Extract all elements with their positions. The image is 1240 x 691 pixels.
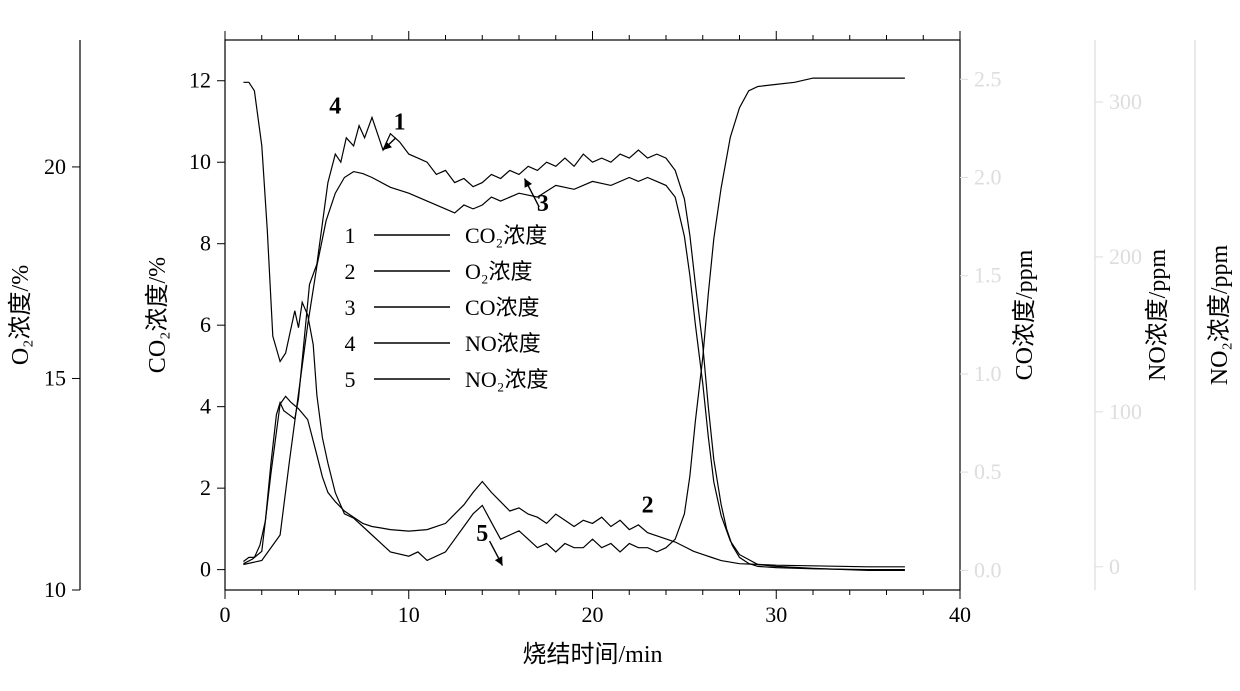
annotation-arrow (490, 541, 503, 565)
annotation-arrow (383, 138, 396, 150)
series-annotation: 3 (537, 191, 549, 217)
series-annotation: 2 (642, 493, 654, 519)
legend-label: NO₂浓度 (465, 367, 548, 392)
x-axis-label: 烧结时间/min (522, 641, 662, 668)
o2-tick-label: 20 (44, 154, 66, 179)
plot-frame (225, 40, 960, 590)
x-tick-label: 0 (220, 602, 231, 627)
no-tick-label: 300 (1109, 89, 1142, 114)
co2-tick-label: 4 (200, 394, 211, 419)
series-annotation: 1 (394, 110, 406, 136)
legend-label: O₂浓度 (465, 259, 533, 284)
no-tick-label: 0 (1109, 554, 1120, 579)
x-tick-label: 30 (765, 602, 787, 627)
series-co2 (243, 117, 905, 569)
legend-number: 3 (345, 295, 356, 320)
legend-number: 5 (345, 367, 356, 392)
co-tick-label: 1.5 (974, 263, 1002, 288)
co2-tick-label: 0 (200, 557, 211, 582)
co2-tick-label: 6 (200, 312, 211, 337)
series-annotation: 5 (476, 521, 488, 547)
series-o2 (243, 78, 905, 560)
legend-label: CO₂浓度 (465, 223, 547, 248)
co-tick-label: 1.0 (974, 361, 1002, 386)
co2-axis-label: CO₂浓度/% (144, 257, 171, 373)
legend-label: CO浓度 (465, 295, 540, 320)
no2-axis-label: NO₂浓度/ppm (1206, 244, 1233, 385)
no-axis-label: NO浓度/ppm (1144, 249, 1171, 381)
no-tick-label: 200 (1109, 244, 1142, 269)
o2-axis-label: O₂浓度/% (7, 265, 34, 365)
o2-tick-label: 10 (44, 577, 66, 602)
co2-tick-label: 8 (200, 231, 211, 256)
no-tick-label: 100 (1109, 399, 1142, 424)
legend-number: 1 (345, 223, 356, 248)
co-tick-label: 0.5 (974, 459, 1002, 484)
x-tick-label: 40 (949, 602, 971, 627)
co2-tick-label: 12 (189, 68, 211, 93)
legend-number: 2 (345, 259, 356, 284)
x-tick-label: 20 (582, 602, 604, 627)
x-tick-label: 10 (398, 602, 420, 627)
co-tick-label: 2.5 (974, 66, 1002, 91)
legend-label: NO浓度 (465, 331, 541, 356)
multiaxis-line-chart: 010203040烧结时间/min101520O₂浓度/%024681012CO… (0, 0, 1240, 691)
co2-tick-label: 2 (200, 475, 211, 500)
o2-tick-label: 15 (44, 365, 66, 390)
co2-tick-label: 10 (189, 149, 211, 174)
legend-number: 4 (345, 331, 356, 356)
series-annotation: 4 (329, 93, 341, 119)
co-axis-label: CO浓度/ppm (1011, 249, 1038, 380)
series-no (243, 396, 905, 567)
co-tick-label: 0.0 (974, 557, 1002, 582)
co-tick-label: 2.0 (974, 165, 1002, 190)
